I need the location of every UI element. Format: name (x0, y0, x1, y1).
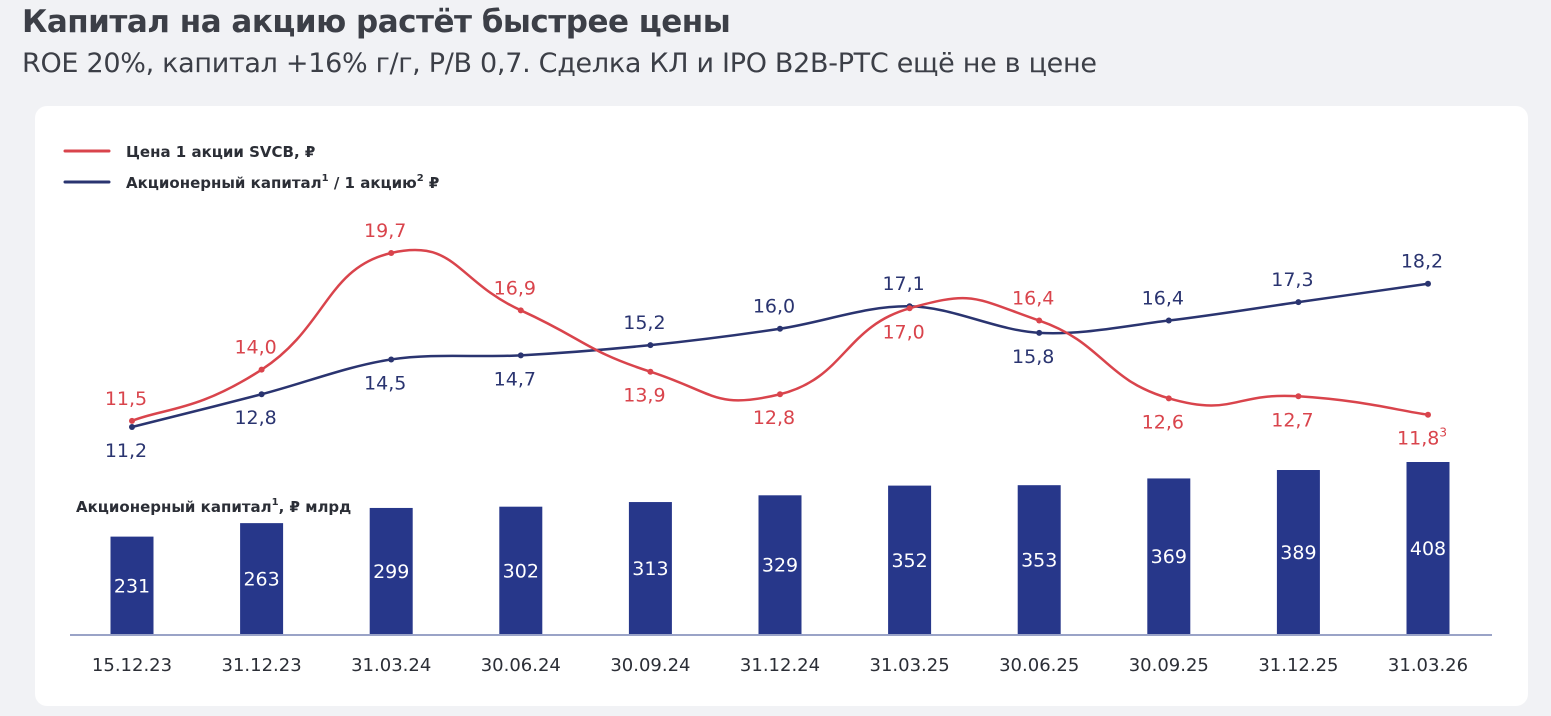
price-label-10: 11,83 (1397, 426, 1447, 450)
bar-section-label: Акционерный капитал1, ₽ млрд (76, 497, 351, 516)
x-tick-label-1: 31.12.23 (222, 655, 302, 676)
equity-point-10 (1425, 280, 1431, 287)
equity-label-2: 14,5 (364, 372, 406, 394)
price-label-7: 16,4 (1012, 288, 1054, 310)
equity-label-7: 15,8 (1012, 346, 1054, 368)
bars-layer: 231 263 299 302 313 329 352 353 369 389 408 (110, 462, 1450, 634)
x-tick-label-9: 31.12.25 (1258, 655, 1338, 676)
bar-value-label-10: 408 (1410, 538, 1446, 560)
legend-price-label: Цена 1 акции SVCB, ₽ (126, 143, 315, 161)
x-tick-label-3: 30.06.24 (481, 655, 561, 676)
equity-point-2 (388, 356, 395, 363)
bar-8 (1147, 478, 1191, 634)
equity-point-7 (1036, 329, 1043, 336)
bar-0 (110, 536, 154, 634)
bar-2 (369, 507, 413, 634)
price-label-1: 14,0 (234, 337, 276, 359)
price-point-5 (777, 391, 783, 398)
legend-equity-end: ₽ (424, 174, 440, 192)
equity-point-1 (258, 391, 265, 398)
price-point-6 (906, 305, 913, 312)
equity-label-4: 15,2 (623, 312, 665, 334)
bar-value-label-8: 369 (1151, 546, 1187, 568)
price-label-footnote: 3 (1439, 426, 1447, 440)
price-label-8: 12,6 (1142, 411, 1184, 433)
line-labels: 11,5 11,2 14,0 12,8 19,7 14,5 16,9 14,7 13,9 15,2… (105, 220, 1447, 462)
bar-section-label-main: Акционерный капитал (76, 498, 272, 516)
price-point-2 (388, 250, 395, 256)
page-title: Капитал на акцию растёт быстрее цены (22, 4, 731, 40)
price-point-7 (1036, 317, 1043, 324)
equity-label-3: 14,7 (494, 368, 536, 390)
equity-point-3 (517, 352, 524, 359)
bar-value-label-7: 353 (1021, 550, 1057, 572)
bar-value-label-2: 299 (373, 561, 409, 583)
price-label-6: 17,0 (882, 321, 924, 343)
x-tick-label-7: 30.06.25 (999, 655, 1079, 676)
x-tick-label-6: 31.03.25 (870, 655, 950, 676)
price-label-9: 12,7 (1271, 409, 1313, 431)
price-point-4 (647, 368, 654, 375)
bar-section-label-end: , ₽ млрд (279, 498, 352, 516)
equity-label-1: 12,8 (234, 407, 276, 429)
page-subtitle: ROE 20%, капитал +16% г/г, P/B 0,7. Сдел… (22, 48, 1097, 79)
legend-equity-sup2: 2 (417, 173, 424, 184)
lines-layer (129, 248, 1431, 430)
x-ticks: 15.12.23 31.12.23 31.03.24 30.06.24 30.09.24… (92, 655, 1468, 676)
bar-value-label-4: 313 (632, 558, 668, 580)
bar-value-label-5: 329 (762, 555, 798, 577)
bar-value-label-9: 389 (1280, 542, 1316, 564)
equity-label-5: 16,0 (753, 296, 795, 318)
bar-value-label-0: 231 (114, 575, 150, 597)
x-tick-label-8: 30.09.25 (1129, 655, 1209, 676)
legend-equity-main: Акционерный капитал (126, 174, 322, 192)
x-tick-label-2: 31.03.24 (351, 655, 431, 676)
x-tick-label-0: 15.12.23 (92, 655, 172, 676)
price-point-10 (1425, 411, 1431, 418)
price-point-1 (258, 366, 265, 373)
bar-5 (758, 495, 802, 634)
price-label-5: 12,8 (753, 407, 795, 429)
equity-point-0 (129, 424, 135, 430)
bar-7 (1017, 485, 1061, 634)
bar-4 (628, 502, 672, 634)
equity-label-6: 17,1 (882, 273, 924, 295)
bar-1 (240, 523, 284, 634)
equity-label-0: 11,2 (105, 440, 147, 462)
price-label-0: 11,5 (105, 388, 147, 410)
legend-equity-sup1: 1 (322, 173, 329, 184)
legend: Цена 1 акции SVCB, ₽ Акционерный капитал… (63, 143, 439, 192)
x-tick-label-5: 31.12.24 (740, 655, 820, 676)
price-point-3 (517, 307, 524, 314)
bar-value-label-3: 302 (503, 560, 539, 582)
bar-value-label-1: 263 (243, 569, 279, 591)
price-point-9 (1295, 393, 1302, 400)
equity-point-4 (647, 342, 654, 349)
equity-label-9: 17,3 (1271, 269, 1313, 291)
bar-3 (499, 506, 543, 634)
bar-10 (1406, 462, 1450, 634)
bar-section-label-sup: 1 (272, 497, 279, 508)
equity-point-5 (777, 325, 783, 332)
equity-label-8: 16,4 (1142, 288, 1184, 310)
equity-point-8 (1165, 317, 1172, 324)
price-label-2: 19,7 (364, 220, 406, 242)
legend-equity-mid: / 1 акцию (329, 174, 417, 192)
bar-9 (1276, 470, 1320, 634)
price-label-3: 16,9 (494, 277, 536, 299)
equity-point-9 (1295, 299, 1302, 306)
price-label-4: 13,9 (623, 385, 665, 407)
equity-label-10: 18,2 (1401, 251, 1443, 273)
legend-equity-label: Акционерный капитал1 / 1 акцию2 ₽ (126, 173, 439, 192)
x-tick-label-4: 30.09.24 (610, 655, 690, 676)
bar-value-label-6: 352 (891, 550, 927, 572)
price-point-0 (129, 417, 135, 424)
bar-6 (888, 485, 932, 634)
price-point-8 (1165, 395, 1172, 402)
x-tick-label-10: 31.03.26 (1388, 655, 1468, 676)
